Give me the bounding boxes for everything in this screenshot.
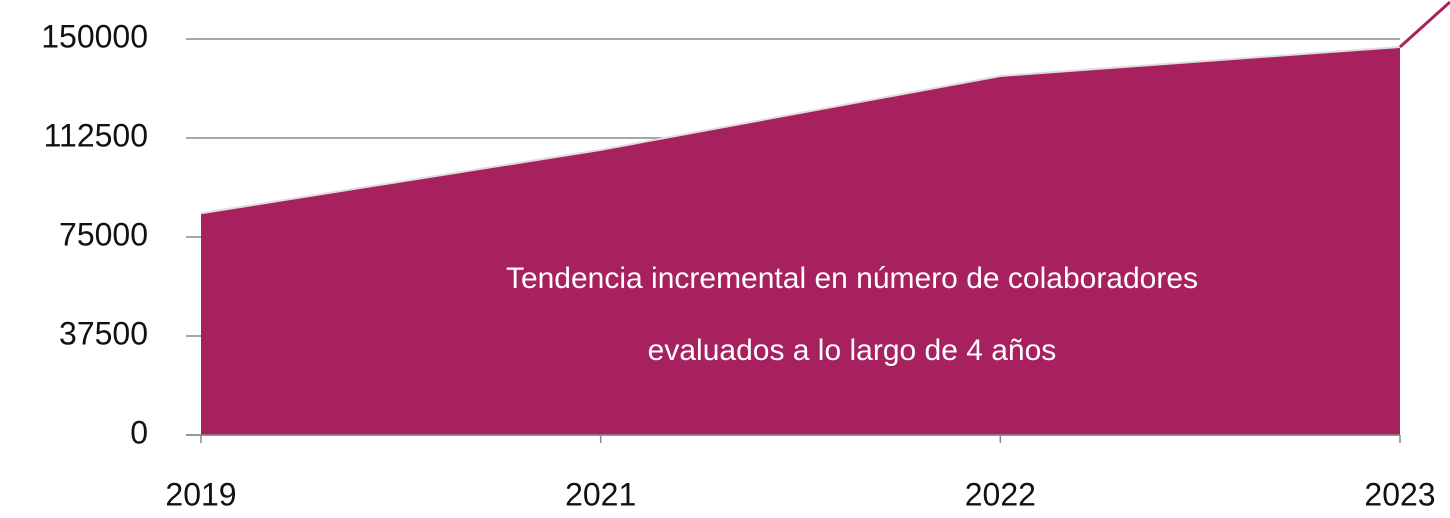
trend-arrow [1398, 0, 1450, 49]
y-tick-label: 75000 [59, 216, 148, 252]
x-tick-label: 2022 [965, 476, 1036, 512]
y-tick-label: 0 [130, 414, 148, 450]
x-tick-label: 2021 [565, 476, 636, 512]
area [201, 46, 1400, 436]
y-tick-label: 112500 [44, 117, 148, 153]
x-tick-label: 2019 [165, 476, 236, 512]
y-tick-label: 37500 [59, 315, 148, 351]
annotation: evaluados a lo largo de 4 años [648, 334, 1057, 367]
y-tick-label: 150000 [41, 18, 148, 54]
area-outline [200, 45, 1401, 215]
marks [200, 45, 1401, 436]
annotation: Tendencia incremental en número de colab… [506, 262, 1198, 295]
x-tick-label: 2023 [1364, 476, 1435, 512]
